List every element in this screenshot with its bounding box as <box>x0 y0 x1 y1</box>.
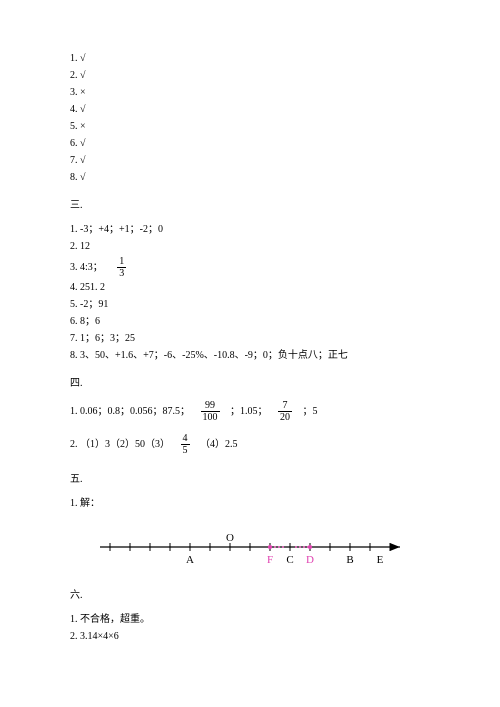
svg-text:D: D <box>306 554 314 566</box>
sec2-item-8: 8. √ <box>70 170 430 186</box>
s3-l3: 3. 4:3； 1 3 <box>70 256 430 279</box>
sec2-item-7: 7. √ <box>70 153 430 169</box>
svg-text:E: E <box>377 554 384 566</box>
s3-l8: 8. 3、50、+1.6、+7；-6、-25%、-10.8、-9；0；负十点八；… <box>70 348 430 364</box>
section-4-head: 四. <box>70 376 430 392</box>
s6-l1: 1. 不合格，超重。 <box>70 612 430 628</box>
svg-text:C: C <box>286 554 293 566</box>
s4-l2-b: （4）2.5 <box>200 439 238 450</box>
svg-text:F: F <box>267 554 273 566</box>
svg-text:O: O <box>226 532 234 544</box>
s3-l1: 1. -3；+4；+1；-2；0 <box>70 222 430 238</box>
s5-l1: 1. 解： <box>70 496 430 512</box>
number-line-svg: O A F C D B E <box>70 527 420 572</box>
frac-num: 99 <box>201 400 220 412</box>
sec2-item-5: 5. × <box>70 119 430 135</box>
frac-den: 100 <box>201 412 220 423</box>
sec2-item-3: 3. × <box>70 85 430 101</box>
s4-l1-a: 1. 0.06；0.8；0.056；87.5； <box>70 406 190 417</box>
s3-l2: 2. 12 <box>70 239 430 255</box>
s4-l1: 1. 0.06；0.8；0.056；87.5； 99 100 ；1.05； 7 … <box>70 400 430 423</box>
frac-num: 1 <box>117 256 126 268</box>
s6-l2: 2. 3.14×4×6 <box>70 629 430 645</box>
s3-l3-a: 3. 4:3； <box>70 262 103 273</box>
number-line-diagram: O A F C D B E <box>70 527 430 572</box>
frac-den: 5 <box>181 445 190 456</box>
frac-num: 7 <box>278 400 292 412</box>
s4-l1-b: ；1.05； <box>230 406 268 417</box>
fraction-99-100: 99 100 <box>199 400 222 423</box>
sec2-item-1: 1. √ <box>70 51 430 67</box>
fraction-1-3: 1 3 <box>115 256 128 279</box>
section-2-list: 1. √2. √3. ×4. √5. ×6. √7. √8. √ <box>70 51 430 186</box>
sec2-item-6: 6. √ <box>70 136 430 152</box>
frac-den: 3 <box>117 268 126 279</box>
s3-l4: 4. 251. 2 <box>70 280 430 296</box>
s4-l2-a: 2. （1）3（2）50（3） <box>70 439 170 450</box>
svg-text:A: A <box>186 554 194 566</box>
frac-num: 4 <box>181 433 190 445</box>
s3-l7: 7. 1；6；3；25 <box>70 331 430 347</box>
section-6-head: 六. <box>70 588 430 604</box>
section-5-head: 五. <box>70 472 430 488</box>
section-3-head: 三. <box>70 198 430 214</box>
s4-l1-c: ；5 <box>303 406 318 417</box>
s3-l6: 6. 8；6 <box>70 314 430 330</box>
frac-den: 20 <box>278 412 292 423</box>
s4-l2: 2. （1）3（2）50（3） 4 5 （4）2.5 <box>70 433 430 456</box>
svg-text:B: B <box>346 554 353 566</box>
fraction-7-20: 7 20 <box>276 400 294 423</box>
fraction-4-5: 4 5 <box>179 433 192 456</box>
sec2-item-2: 2. √ <box>70 68 430 84</box>
s3-l5: 5. -2；91 <box>70 297 430 313</box>
sec2-item-4: 4. √ <box>70 102 430 118</box>
